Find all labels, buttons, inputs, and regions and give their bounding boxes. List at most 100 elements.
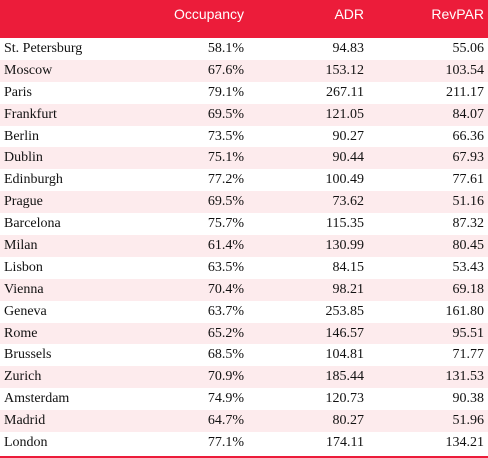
city-cell: Moscow [0,59,124,82]
adr-cell: 174.11 [248,432,368,454]
city-cell: St. Petersburg [0,38,124,60]
table-row: Milan 61.4% 130.99 80.45 [0,235,488,257]
table-body: St. Petersburg 58.1% 94.83 55.06 Moscow 67.6%… [0,38,488,454]
table-row: Rome 65.2% 146.57 95.51 [0,322,488,345]
occupancy-cell: 69.5% [124,191,248,214]
adr-cell: 94.83 [248,38,368,60]
revpar-cell: 80.45 [368,235,488,257]
header-revpar: RevPAR [368,0,488,38]
table-row: Zurich 70.9% 185.44 131.53 [0,366,488,389]
city-cell: Prague [0,191,124,214]
adr-cell: 120.73 [248,388,368,411]
adr-cell: 73.62 [248,191,368,214]
adr-cell: 153.12 [248,59,368,82]
header-adr: ADR [248,0,368,38]
occupancy-cell: 63.5% [124,256,248,279]
occupancy-cell: 63.7% [124,300,248,323]
revpar-cell: 51.16 [368,191,488,214]
table-row: St. Petersburg 58.1% 94.83 55.06 [0,38,488,60]
revpar-cell: 71.77 [368,344,488,367]
header-occupancy: Occupancy [124,0,248,38]
header-city [0,0,124,38]
bottom-rule [0,456,488,458]
city-cell: Geneva [0,300,124,323]
occupancy-cell: 77.1% [124,432,248,454]
revpar-cell: 66.36 [368,125,488,148]
adr-cell: 80.27 [248,410,368,433]
occupancy-cell: 75.1% [124,147,248,170]
table-row: London 77.1% 174.11 134.21 [0,432,488,454]
occupancy-cell: 69.5% [124,103,248,126]
table-row: Amsterdam 74.9% 120.73 90.38 [0,388,488,411]
city-cell: Brussels [0,344,124,367]
table-row: Paris 79.1% 267.11 211.17 [0,81,488,104]
city-cell: Zurich [0,366,124,389]
adr-cell: 267.11 [248,81,368,104]
revpar-cell: 211.17 [368,81,488,104]
occupancy-cell: 61.4% [124,235,248,257]
revpar-cell: 161.80 [368,300,488,323]
table-row: Moscow 67.6% 153.12 103.54 [0,59,488,82]
adr-cell: 104.81 [248,344,368,367]
city-cell: Lisbon [0,256,124,279]
revpar-cell: 77.61 [368,169,488,192]
city-cell: Vienna [0,278,124,301]
table-row: Prague 69.5% 73.62 51.16 [0,191,488,214]
adr-cell: 100.49 [248,169,368,192]
revpar-cell: 53.43 [368,256,488,279]
city-cell: Paris [0,81,124,104]
revpar-cell: 84.07 [368,103,488,126]
revpar-cell: 51.96 [368,410,488,433]
revpar-cell: 87.32 [368,213,488,236]
adr-cell: 84.15 [248,256,368,279]
table-row: Madrid 64.7% 80.27 51.96 [0,410,488,433]
city-cell: Frankfurt [0,103,124,126]
occupancy-cell: 77.2% [124,169,248,192]
occupancy-cell: 64.7% [124,410,248,433]
occupancy-cell: 70.9% [124,366,248,389]
occupancy-cell: 70.4% [124,278,248,301]
table-row: Frankfurt 69.5% 121.05 84.07 [0,103,488,126]
occupancy-cell: 73.5% [124,125,248,148]
revpar-cell: 69.18 [368,278,488,301]
adr-cell: 90.44 [248,147,368,170]
revpar-cell: 134.21 [368,432,488,454]
occupancy-cell: 75.7% [124,213,248,236]
adr-cell: 121.05 [248,103,368,126]
occupancy-cell: 65.2% [124,322,248,345]
occupancy-cell: 67.6% [124,59,248,82]
table-row: Vienna 70.4% 98.21 69.18 [0,278,488,301]
revpar-cell: 90.38 [368,388,488,411]
table-row: Barcelona 75.7% 115.35 87.32 [0,213,488,236]
adr-cell: 253.85 [248,300,368,323]
city-cell: London [0,432,124,454]
adr-cell: 146.57 [248,322,368,345]
city-cell: Milan [0,235,124,257]
table-row: Lisbon 63.5% 84.15 53.43 [0,256,488,279]
city-cell: Amsterdam [0,388,124,411]
adr-cell: 185.44 [248,366,368,389]
city-cell: Edinburgh [0,169,124,192]
table-row: Edinburgh 77.2% 100.49 77.61 [0,169,488,192]
occupancy-cell: 79.1% [124,81,248,104]
occupancy-cell: 68.5% [124,344,248,367]
revpar-cell: 131.53 [368,366,488,389]
city-cell: Berlin [0,125,124,148]
table-row: Berlin 73.5% 90.27 66.36 [0,125,488,148]
adr-cell: 115.35 [248,213,368,236]
table-row: Brussels 68.5% 104.81 71.77 [0,344,488,367]
city-cell: Rome [0,322,124,345]
table-row: Dublin 75.1% 90.44 67.93 [0,147,488,170]
city-cell: Dublin [0,147,124,170]
occupancy-cell: 58.1% [124,38,248,60]
revpar-cell: 95.51 [368,322,488,345]
revpar-cell: 67.93 [368,147,488,170]
occupancy-cell: 74.9% [124,388,248,411]
header-row: Occupancy ADR RevPAR [0,0,488,38]
revpar-cell: 103.54 [368,59,488,82]
city-cell: Barcelona [0,213,124,236]
revpar-cell: 55.06 [368,38,488,60]
adr-cell: 98.21 [248,278,368,301]
